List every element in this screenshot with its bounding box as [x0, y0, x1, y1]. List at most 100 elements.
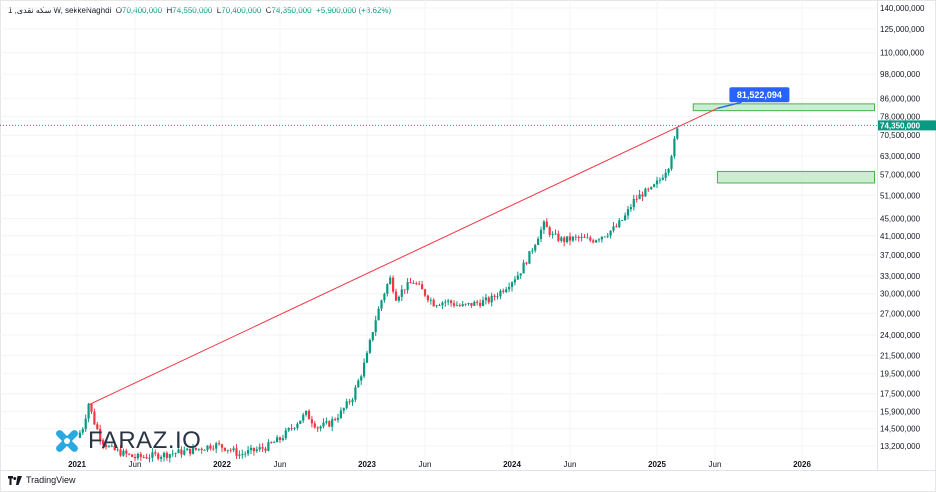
candle-body: [421, 284, 424, 290]
time-tick-label: 2021: [68, 460, 86, 469]
candle-body: [194, 447, 197, 450]
candle-body: [174, 453, 177, 454]
candle-body: [441, 302, 444, 306]
price-tick-label: 21,500,000: [880, 352, 921, 361]
candle-body: [218, 443, 221, 445]
candle-body: [508, 287, 511, 290]
candle-body: [287, 428, 290, 431]
time-tick-label: Jun: [129, 460, 142, 469]
candle-body: [212, 448, 215, 450]
time-tick-label: Jun: [274, 460, 287, 469]
price-tick-label: 140,000,000: [880, 4, 925, 13]
symbol-name[interactable]: 1 ,سکه نقدی W, sekkeNaghdi: [8, 6, 112, 15]
time-axis-separator: [0, 470, 936, 471]
candle-body: [595, 240, 598, 243]
price-tick-label: 110,000,000: [880, 49, 924, 58]
candle-body: [493, 295, 496, 297]
candle-body: [374, 320, 377, 333]
candle-body: [510, 282, 514, 288]
candle-body: [336, 417, 340, 420]
overlays-layer: 74,350,000 81,522,094: [0, 87, 936, 406]
candle-body: [534, 244, 537, 251]
candle-body: [644, 188, 647, 197]
candle-body: [638, 194, 641, 200]
candle-body: [612, 226, 615, 231]
candle-body: [522, 262, 525, 274]
candle-body: [470, 302, 473, 306]
supply-zone: [692, 103, 875, 112]
candle-body: [600, 236, 603, 240]
price-tick-label: 41,000,000: [880, 232, 921, 241]
candle-body: [423, 289, 427, 296]
candle-body: [516, 275, 519, 280]
candle-body: [380, 300, 383, 309]
candle-body: [342, 408, 345, 411]
candle-body: [331, 419, 334, 427]
candle-body: [392, 277, 395, 292]
candle-body: [96, 424, 99, 430]
candle-body: [397, 296, 400, 301]
candle-body: [81, 429, 84, 433]
candle-body: [563, 237, 566, 243]
candle-body: [632, 198, 635, 208]
price-tick-label: 78,000,000: [880, 112, 921, 121]
candle-body: [635, 198, 638, 200]
candle-body: [273, 442, 276, 444]
candle-body: [313, 423, 316, 428]
candle-body: [450, 300, 453, 304]
candle-body: [415, 283, 418, 284]
candle-body: [664, 172, 667, 178]
candle-body: [377, 308, 380, 321]
callout-box: [729, 87, 790, 103]
candle-body: [200, 448, 203, 451]
candle-body: [197, 448, 200, 450]
candle-body: [603, 236, 606, 238]
candle-body: [99, 429, 102, 441]
candle-body: [232, 448, 235, 451]
candle-body: [499, 290, 502, 297]
candle-body: [505, 289, 508, 292]
faraz-logo-icon: [56, 430, 78, 452]
candle-body: [249, 447, 253, 451]
candle-body: [371, 332, 374, 340]
close-value: 74,350,000: [271, 6, 312, 15]
candle-body: [157, 453, 160, 459]
candle-body: [110, 445, 113, 447]
candle-body: [267, 442, 270, 451]
high-label: H: [166, 6, 173, 15]
candle-body: [281, 438, 284, 440]
candle-body: [525, 262, 528, 264]
candle-body: [136, 453, 139, 459]
low-value: 70,400,000: [221, 6, 262, 15]
candle-body: [490, 295, 493, 303]
candle-body: [676, 128, 679, 139]
candle-body: [444, 301, 447, 303]
price-tick-label: 125,000,000: [880, 25, 925, 34]
candle-body: [328, 421, 331, 427]
change-value: +5,900,000 (+8.62%): [316, 6, 392, 15]
candle-body: [310, 419, 313, 424]
candle-body: [481, 300, 485, 306]
candle-body: [473, 301, 476, 306]
candle-body: [626, 209, 630, 216]
tradingview-label: TradingView: [26, 475, 76, 485]
candle-body: [151, 452, 154, 458]
candle-body: [247, 450, 250, 454]
candle-body: [113, 445, 116, 451]
candle-body: [191, 447, 195, 454]
candle-body: [609, 230, 612, 236]
tradingview-brand[interactable]: TradingView: [8, 475, 76, 485]
candle-body: [557, 233, 560, 241]
candle-body: [238, 454, 241, 456]
candle-body: [284, 430, 287, 439]
candle-body: [261, 447, 264, 449]
candle-body: [278, 437, 282, 440]
price-axis: 140,000,000 125,000,000 110,000,000 98,000,…: [880, 4, 925, 451]
candle-body: [189, 448, 192, 454]
candle-body: [354, 387, 357, 400]
candle-body: [360, 376, 363, 381]
candle-body: [264, 448, 267, 451]
candle-body: [653, 184, 656, 187]
candle-body: [386, 284, 389, 294]
